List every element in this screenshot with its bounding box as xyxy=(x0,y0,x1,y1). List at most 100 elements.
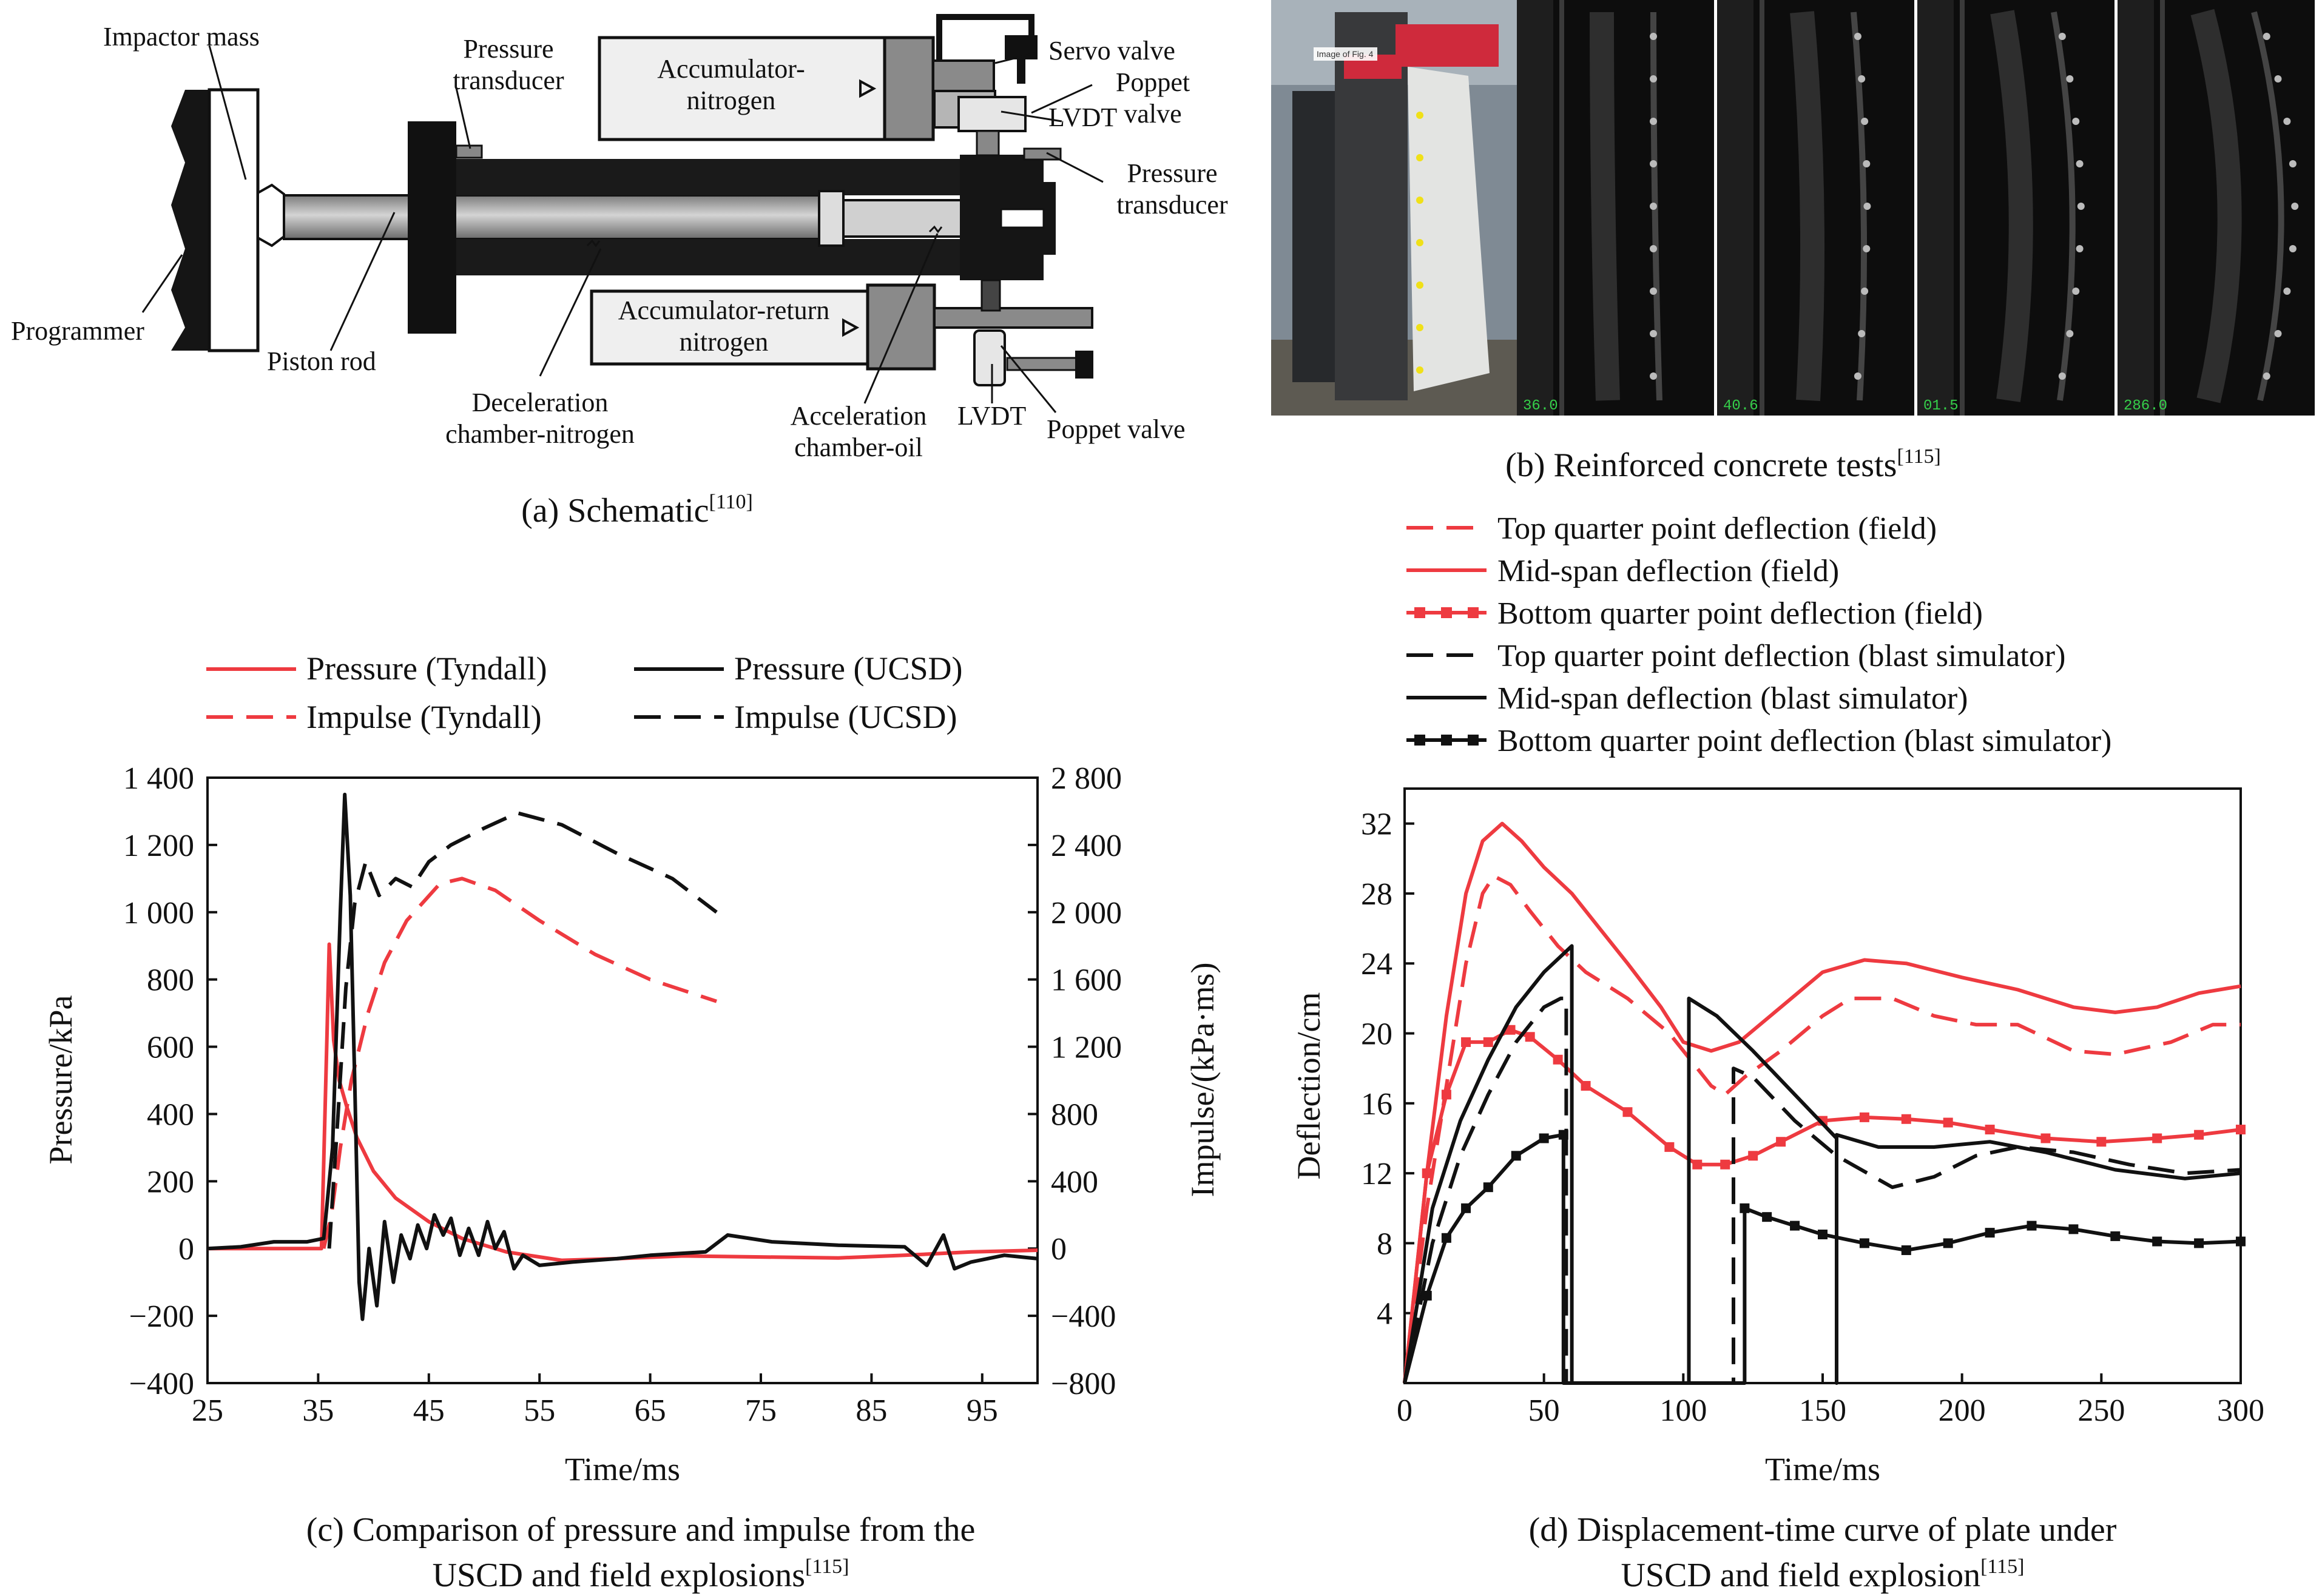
legend-entry: Bottom quarter point deflection (blast s… xyxy=(1497,724,2111,758)
high-speed-frame: 40.6 xyxy=(1717,0,1914,416)
cylinder-left-flange xyxy=(408,121,456,334)
bottom-lvdt-block xyxy=(1075,351,1093,379)
chart-c-ticks: 25 35 45 55 65 75 85 95 −400 −200 0 200 400 600 800 1 0… xyxy=(123,761,1122,1428)
x-tick-label: 55 xyxy=(524,1393,555,1428)
series-marker xyxy=(1943,1238,1953,1248)
piston-head xyxy=(818,190,845,247)
pressure-transducer-2-stub xyxy=(1023,147,1062,161)
legend-entry: Mid-span deflection (blast simulator) xyxy=(1497,681,1968,716)
series-marker xyxy=(1461,1037,1471,1047)
label-piston-rod: Piston rod xyxy=(267,346,376,376)
x-tick-label: 0 xyxy=(1397,1393,1412,1428)
x-tick-label: 85 xyxy=(856,1393,887,1428)
frame-timestamp: 286.0 xyxy=(2124,398,2167,414)
series-marker xyxy=(2027,1221,2037,1231)
legend-marker xyxy=(1441,735,1452,746)
y-tick-label-left: 600 xyxy=(147,1031,194,1065)
x-tick-label: 250 xyxy=(2077,1393,2125,1428)
chart-d-frame xyxy=(1403,787,2242,1384)
servo-valve-block xyxy=(1005,35,1038,59)
legend-pressure-ucsd: Pressure (UCSD) xyxy=(734,650,962,687)
panel-b-caption: (b) Reinforced concrete tests[115] xyxy=(1505,445,1941,484)
legend-marker xyxy=(1441,607,1452,618)
y-tick-label-left: −200 xyxy=(129,1299,194,1334)
series-marker xyxy=(2068,1224,2079,1234)
series-marker xyxy=(2194,1130,2204,1140)
y-tick-label-left: 200 xyxy=(147,1165,194,1199)
accumulator-return-arrow-icon xyxy=(842,318,860,337)
servo-valve-pipe xyxy=(936,14,1034,61)
series-marker xyxy=(1901,1245,1911,1255)
label-impactor-mass: Impactor mass xyxy=(103,22,260,52)
series-marker xyxy=(1441,1089,1451,1100)
series-marker xyxy=(1553,1054,1563,1065)
legend-marker xyxy=(1414,607,1425,618)
y-tick-label-right: −800 xyxy=(1051,1367,1116,1401)
series-marker xyxy=(1483,1182,1493,1193)
series-line xyxy=(1403,874,2241,1384)
y-tick-label-left: 1 400 xyxy=(123,761,194,796)
programmer-shape xyxy=(171,90,209,351)
cylinder-upper-wall xyxy=(456,159,960,195)
impactor-mass-block xyxy=(208,88,260,352)
panel-d-caption-line1: (d) Displacement-time curve of plate und… xyxy=(1529,1511,2117,1549)
series-marker xyxy=(1748,1151,1758,1161)
y-tick-label-left: 0 xyxy=(178,1232,194,1267)
label-pressure-transducer-2: Pressure transducer xyxy=(1116,158,1228,220)
pressure-transducer-1-stub xyxy=(455,144,483,159)
chart-d-xlabel: Time/ms xyxy=(1765,1451,1880,1487)
series-marker xyxy=(1622,1107,1633,1117)
series-marker xyxy=(1901,1114,1911,1124)
accumulator-return-cap xyxy=(866,283,936,371)
x-tick-label: 25 xyxy=(192,1393,223,1428)
series-marker xyxy=(1581,1081,1591,1091)
label-accumulator-return: Accumulator-return nitrogen xyxy=(618,295,830,357)
x-tick-label: 300 xyxy=(2217,1393,2264,1428)
x-tick-label: 100 xyxy=(1659,1393,1707,1428)
frame-timestamp: 40.6 xyxy=(1723,398,1758,414)
series-marker xyxy=(1664,1142,1675,1152)
series-line xyxy=(1403,944,2241,1385)
label-accumulator-nitrogen: Accumulator-nitrogen xyxy=(657,54,805,115)
label-deceleration-chamber: Deceleration chamber-nitrogen xyxy=(445,388,635,449)
series-marker xyxy=(1483,1037,1493,1047)
x-tick-label: 75 xyxy=(745,1393,777,1428)
series-marker xyxy=(2040,1133,2051,1143)
top-valve-stem xyxy=(976,130,1000,157)
chart-c-series xyxy=(207,792,1038,1321)
series-marker xyxy=(1859,1238,1869,1248)
panel-d-caption-line2: USCD and field explosion[115] xyxy=(1621,1555,2024,1594)
chart-d-series xyxy=(1403,821,2246,1385)
series-marker xyxy=(1790,1221,1800,1231)
schematic-panel: Impactor mass Pressure transducer Accumul… xyxy=(11,14,1228,530)
series-line xyxy=(322,877,717,1249)
y-tick-label-left: 400 xyxy=(147,1097,194,1132)
y-tick-label-right: 0 xyxy=(1051,1232,1067,1267)
bottom-lvdt-rod xyxy=(1006,357,1081,371)
acceleration-chamber-marker xyxy=(928,225,943,234)
legend-entry: Mid-span deflection (field) xyxy=(1497,554,1839,588)
series-marker xyxy=(1422,1290,1432,1301)
series-marker xyxy=(1985,1125,1995,1135)
series-line xyxy=(1403,1028,2241,1384)
bottom-poppet-valve xyxy=(973,329,1006,386)
panel-c-caption-line1: (c) Comparison of pressure and impulse f… xyxy=(306,1511,976,1549)
panel-a-caption: (a) Schematic[110] xyxy=(521,491,753,530)
legend-pressure-tyndall: Pressure (Tyndall) xyxy=(306,650,547,687)
series-line xyxy=(1403,821,2241,1384)
leader-lines xyxy=(141,45,1104,413)
series-marker xyxy=(2152,1236,2162,1247)
y-tick-label-right: 2 800 xyxy=(1051,761,1122,796)
chart-c-ylabel-left: Pressure/kPa xyxy=(42,995,79,1164)
series-marker xyxy=(1558,1130,1568,1140)
y-tick-label-right: 2 400 xyxy=(1051,829,1122,863)
y-tick-label-right: −400 xyxy=(1051,1299,1116,1334)
series-marker xyxy=(1511,1151,1521,1161)
photo-tag xyxy=(1314,47,1377,61)
pressure-impulse-chart: Pressure (Tyndall) Impulse (Tyndall) Pre… xyxy=(42,650,1221,1594)
right-block-port xyxy=(1000,208,1045,229)
chart-c-ylabel-right: Impulse/(kPa·ms) xyxy=(1184,963,1221,1197)
x-tick-label: 35 xyxy=(302,1393,334,1428)
series-line xyxy=(327,811,718,1249)
photo-frame-overview: Image of Fig. 4 xyxy=(1271,0,1517,416)
